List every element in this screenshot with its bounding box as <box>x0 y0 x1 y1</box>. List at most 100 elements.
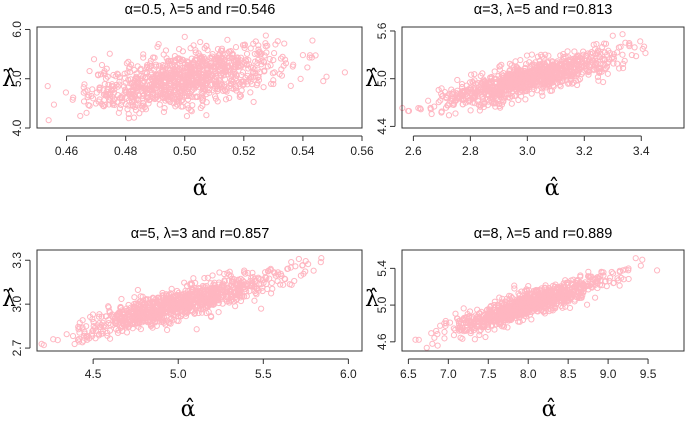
y-tick-label: 4.4 <box>375 118 389 135</box>
data-point <box>457 94 464 101</box>
data-point <box>118 313 125 321</box>
data-point <box>90 56 98 63</box>
data-point <box>221 270 228 278</box>
data-point <box>180 290 188 297</box>
data-point <box>503 295 510 302</box>
data-point <box>184 62 191 69</box>
data-point <box>571 283 578 290</box>
data-point <box>271 50 278 57</box>
data-point <box>166 306 174 313</box>
data-point <box>125 301 132 309</box>
data-point <box>50 336 57 343</box>
data-point <box>594 280 601 287</box>
data-point <box>210 292 217 300</box>
plot-frame <box>36 26 363 129</box>
data-point <box>242 56 249 64</box>
x-tick-label: 2.6 <box>405 144 422 158</box>
data-point <box>309 37 316 44</box>
data-point <box>468 89 475 97</box>
data-point <box>457 334 464 341</box>
data-point <box>188 80 195 87</box>
data-point <box>610 279 618 286</box>
data-point <box>487 302 495 310</box>
data-point <box>173 101 181 108</box>
data-point <box>515 70 523 77</box>
data-point <box>564 279 571 286</box>
data-point <box>603 63 611 70</box>
x-tick-label: 9.0 <box>600 367 617 381</box>
data-point <box>576 289 583 296</box>
data-point <box>238 71 245 79</box>
data-point <box>125 323 133 330</box>
data-point <box>609 32 616 39</box>
data-point <box>443 320 450 327</box>
data-point <box>225 277 233 284</box>
data-point <box>524 74 531 81</box>
data-point <box>476 310 483 317</box>
data-point <box>176 56 184 63</box>
data-point <box>542 51 549 58</box>
data-point <box>452 110 459 117</box>
data-point <box>465 86 472 93</box>
x-tick-label: 8.0 <box>520 367 537 381</box>
data-point <box>183 92 190 100</box>
x-tick-label: 0.52 <box>232 144 256 158</box>
y-axis: 4.0 5.0 6.0 <box>10 21 31 136</box>
y-tick-label: 6.0 <box>10 21 24 38</box>
data-point <box>151 54 158 61</box>
data-point <box>323 73 330 80</box>
data-point <box>158 300 166 307</box>
data-point <box>196 303 204 310</box>
data-point <box>562 291 569 299</box>
data-point <box>497 89 504 96</box>
data-point <box>639 256 646 263</box>
x-axis-label: α̂ <box>542 397 557 421</box>
data-point <box>448 86 455 93</box>
data-point <box>481 99 488 106</box>
x-tick-label: 0.56 <box>350 144 374 158</box>
data-point <box>189 299 197 306</box>
data-point <box>534 293 541 300</box>
data-point <box>179 103 186 110</box>
data-point <box>255 275 262 282</box>
data-point <box>199 79 206 86</box>
data-point <box>179 64 186 72</box>
data-point <box>174 55 181 62</box>
data-point <box>270 269 278 276</box>
data-point <box>593 55 600 62</box>
data-point <box>221 277 228 284</box>
data-point <box>249 278 256 285</box>
data-point <box>69 332 77 340</box>
data-point <box>192 57 199 64</box>
data-point <box>260 84 267 91</box>
data-point <box>241 60 248 67</box>
data-point <box>498 61 505 68</box>
data-point <box>568 68 576 75</box>
data-point <box>237 294 244 301</box>
data-point <box>279 53 286 60</box>
data-point <box>549 304 556 312</box>
data-point <box>84 336 91 343</box>
data-point <box>149 76 156 83</box>
y-tick-label: 5.4 <box>375 260 389 277</box>
data-point <box>441 328 448 335</box>
data-point <box>149 304 156 311</box>
data-point <box>182 287 189 294</box>
data-point <box>557 299 564 306</box>
data-point <box>254 80 261 87</box>
data-point <box>306 52 314 59</box>
data-point <box>541 290 548 297</box>
data-point <box>86 67 93 75</box>
scatter-panel-2: α=3, λ=5 and r=0.813 2.6 2.8 3.0 3.2 3.4 4.4… <box>365 2 685 201</box>
data-point <box>174 309 182 316</box>
data-point <box>560 54 567 61</box>
data-point <box>143 69 150 76</box>
data-point <box>179 79 186 86</box>
data-point <box>510 308 518 315</box>
data-point <box>203 297 210 304</box>
x-tick-label: 6.0 <box>340 367 357 381</box>
points-layer <box>44 32 348 124</box>
data-point <box>576 75 584 83</box>
x-axis: 0.46 0.48 0.50 0.52 0.54 0.56 <box>55 135 374 158</box>
data-point <box>577 65 584 73</box>
